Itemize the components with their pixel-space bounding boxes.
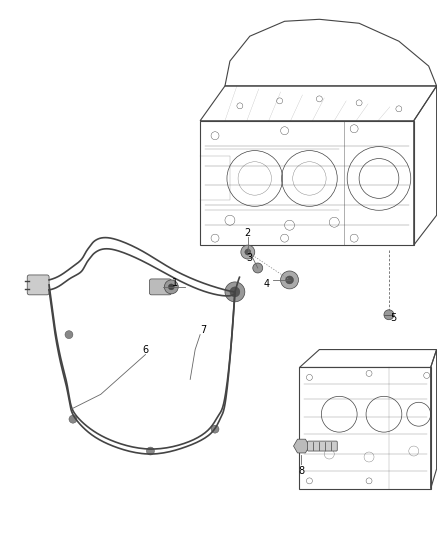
Text: 3: 3 bbox=[246, 253, 252, 263]
Text: 1: 1 bbox=[172, 278, 178, 288]
Text: 4: 4 bbox=[264, 279, 270, 289]
Circle shape bbox=[245, 249, 251, 255]
Circle shape bbox=[241, 245, 255, 259]
Circle shape bbox=[164, 280, 178, 294]
FancyBboxPatch shape bbox=[307, 441, 337, 451]
Text: 6: 6 bbox=[142, 344, 148, 354]
Circle shape bbox=[281, 271, 298, 289]
Circle shape bbox=[225, 282, 245, 302]
Text: 8: 8 bbox=[298, 466, 304, 476]
Circle shape bbox=[253, 263, 263, 273]
Circle shape bbox=[286, 276, 293, 284]
FancyBboxPatch shape bbox=[149, 279, 171, 295]
Text: 2: 2 bbox=[245, 228, 251, 238]
Circle shape bbox=[69, 415, 77, 423]
Text: 7: 7 bbox=[200, 325, 206, 335]
FancyBboxPatch shape bbox=[27, 275, 49, 295]
Circle shape bbox=[230, 287, 240, 297]
Circle shape bbox=[211, 425, 219, 433]
Circle shape bbox=[65, 330, 73, 338]
Circle shape bbox=[146, 447, 155, 455]
Circle shape bbox=[384, 310, 394, 320]
Polygon shape bbox=[293, 439, 309, 453]
Circle shape bbox=[168, 284, 174, 290]
Text: 5: 5 bbox=[390, 313, 396, 323]
